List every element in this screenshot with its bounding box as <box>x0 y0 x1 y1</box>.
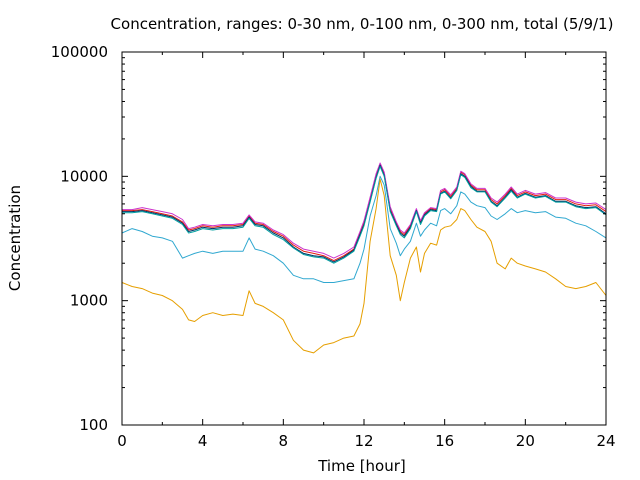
x-axis-label: Time [hour] <box>317 457 406 475</box>
y-tick-label: 1000 <box>70 292 108 310</box>
x-tick-label: 4 <box>198 432 208 450</box>
series-layer <box>121 162 607 354</box>
series-line-4 <box>122 166 607 264</box>
x-tick-label: 12 <box>354 432 373 450</box>
y-axis-label: Concentration <box>6 185 24 291</box>
plot-frame <box>121 51 607 426</box>
series-line-5 <box>121 175 607 283</box>
x-tick-label: 16 <box>435 432 454 450</box>
chart-title: Concentration, ranges: 0-30 nm, 0-100 nm… <box>111 15 614 33</box>
series-line-2 <box>122 162 607 259</box>
x-tick-label: 8 <box>279 432 289 450</box>
y-tick-label: 100000 <box>51 43 108 61</box>
x-tick-label: 20 <box>516 432 535 450</box>
series-line-6 <box>121 178 607 354</box>
y-tick-label: 100 <box>79 416 108 434</box>
y-tick-label: 10000 <box>60 167 108 185</box>
ticks-layer: 0 4 8 12 16 20 24 100 1000 10000 100000 <box>51 43 616 450</box>
x-tick-label: 0 <box>117 432 127 450</box>
x-tick-label: 24 <box>596 432 615 450</box>
